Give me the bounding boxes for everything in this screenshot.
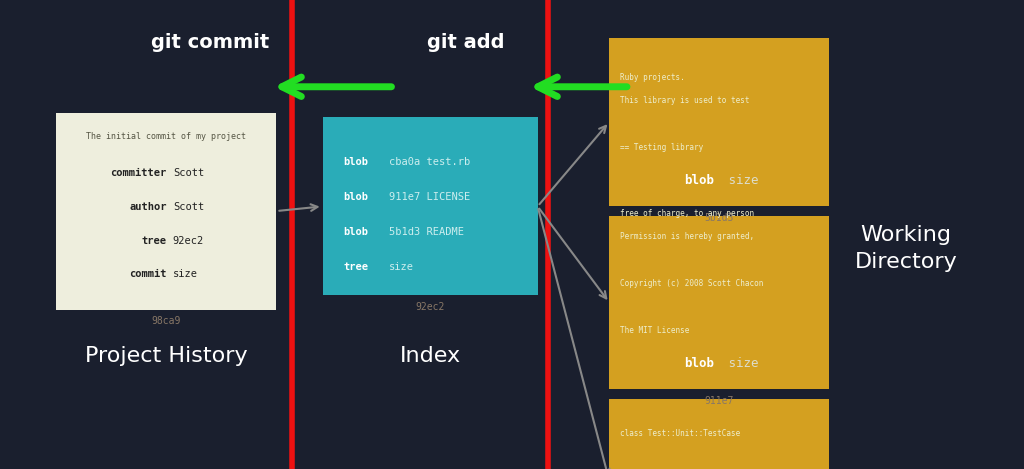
- Text: Index: Index: [399, 347, 461, 366]
- Text: blob: blob: [343, 157, 368, 167]
- Text: size: size: [173, 269, 198, 280]
- Text: 911e7: 911e7: [705, 396, 734, 406]
- Text: free of charge, to any person: free of charge, to any person: [620, 209, 754, 218]
- Text: 5b1d3: 5b1d3: [705, 213, 734, 223]
- Text: The initial commit of my project: The initial commit of my project: [86, 131, 247, 141]
- Text: author: author: [129, 202, 167, 212]
- Text: tree: tree: [343, 262, 368, 272]
- Text: commit: commit: [129, 269, 167, 280]
- Text: cba0a test.rb: cba0a test.rb: [389, 157, 470, 167]
- Text: Scott: Scott: [173, 168, 204, 178]
- Text: The MIT License: The MIT License: [620, 326, 689, 335]
- Text: Working
Directory: Working Directory: [855, 226, 957, 272]
- Text: Project History: Project History: [85, 347, 248, 366]
- Text: blob: blob: [684, 174, 715, 187]
- Text: size: size: [389, 262, 414, 272]
- Text: blob: blob: [343, 192, 368, 202]
- Text: 98ca9: 98ca9: [152, 316, 181, 326]
- Text: Scott: Scott: [173, 202, 204, 212]
- Text: git add: git add: [427, 33, 505, 52]
- FancyBboxPatch shape: [323, 117, 538, 295]
- Text: Permission is hereby granted,: Permission is hereby granted,: [620, 232, 754, 242]
- Text: 92ec2: 92ec2: [416, 302, 444, 312]
- Text: This library is used to test: This library is used to test: [620, 96, 749, 106]
- Text: git commit: git commit: [151, 33, 269, 52]
- FancyBboxPatch shape: [56, 113, 276, 310]
- Text: committer: committer: [111, 168, 167, 178]
- Text: == Testing library: == Testing library: [620, 143, 702, 152]
- Text: 911e7 LICENSE: 911e7 LICENSE: [389, 192, 470, 202]
- FancyBboxPatch shape: [609, 216, 829, 389]
- Text: size: size: [721, 174, 759, 187]
- Text: 92ec2: 92ec2: [173, 235, 204, 246]
- Text: tree: tree: [141, 235, 167, 246]
- Text: size: size: [721, 357, 759, 370]
- FancyBboxPatch shape: [609, 38, 829, 206]
- Text: blob: blob: [343, 227, 368, 237]
- Text: class Test::Unit::TestCase: class Test::Unit::TestCase: [620, 429, 739, 439]
- Text: Ruby projects.: Ruby projects.: [620, 73, 684, 82]
- Text: Copyright (c) 2008 Scott Chacon: Copyright (c) 2008 Scott Chacon: [620, 279, 763, 288]
- Text: 5b1d3 README: 5b1d3 README: [389, 227, 464, 237]
- FancyBboxPatch shape: [609, 399, 829, 469]
- Text: blob: blob: [684, 357, 715, 370]
